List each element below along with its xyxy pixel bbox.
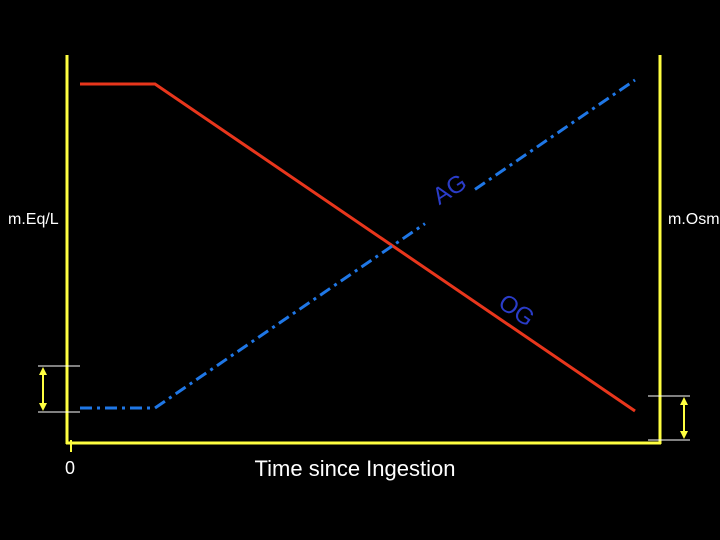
- right-axis-label: m.Osm: [668, 211, 720, 228]
- ag-line-upper: [474, 78, 636, 191]
- axes: [65, 55, 662, 452]
- og-line: [80, 82, 636, 413]
- arrow-head: [39, 403, 47, 411]
- ag-line: [80, 78, 636, 410]
- left-range: [38, 365, 80, 413]
- arrow-head: [680, 431, 688, 439]
- ag-line-lower: [80, 222, 426, 410]
- right-arrow: [680, 397, 688, 439]
- x-axis-label: Time since Ingestion: [255, 456, 456, 481]
- right-range: [648, 395, 690, 441]
- arrow-head: [39, 367, 47, 375]
- left-arrow: [39, 367, 47, 411]
- left-axis-label: m.Eq/L: [8, 211, 59, 228]
- origin-label: 0: [65, 458, 75, 478]
- arrow-head: [680, 397, 688, 405]
